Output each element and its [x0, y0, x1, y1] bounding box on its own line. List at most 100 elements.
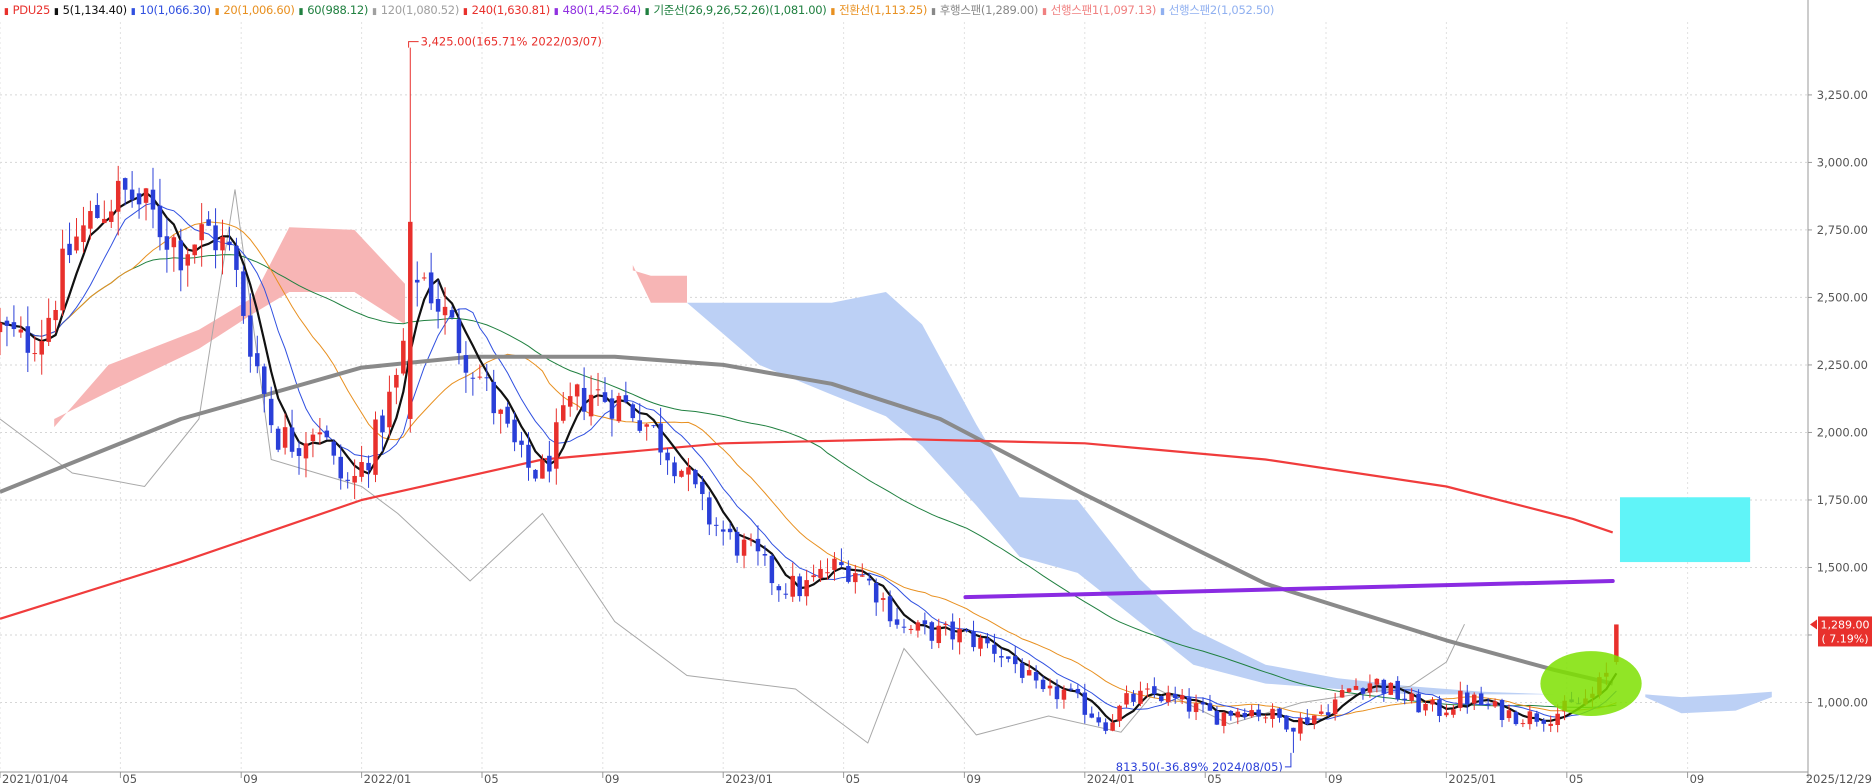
candle-body [1110, 722, 1115, 731]
legend-label: 후행스팬(1,289.00) [939, 3, 1039, 17]
candle-body [1207, 703, 1213, 711]
legend-item: ▮ 480(1,452.64) [554, 3, 641, 17]
candle [755, 525, 761, 566]
candle [303, 432, 309, 478]
candle [359, 445, 364, 482]
candle [115, 165, 121, 236]
candle [1228, 709, 1234, 721]
candle-body [581, 387, 587, 412]
candle [1423, 701, 1428, 716]
candle-body [1242, 712, 1247, 718]
candle [595, 372, 601, 406]
candle [860, 563, 865, 577]
candle-body [693, 469, 698, 485]
candle [505, 402, 510, 428]
candle [268, 386, 274, 433]
candle-body [1416, 693, 1421, 713]
candle-body [665, 452, 670, 461]
candle-body [1033, 671, 1039, 681]
candle-body [672, 462, 677, 477]
candle-body [1047, 685, 1053, 689]
legend-item: ▮ 20(1,006.60) [215, 3, 295, 17]
candle [561, 391, 566, 424]
ma60-line [0, 254, 1617, 708]
candle-body [1548, 723, 1553, 726]
candle-body [241, 271, 246, 316]
legend-item: ▮ 전환선(1,113.25) [830, 3, 927, 17]
candle [901, 618, 907, 634]
candle [442, 287, 448, 335]
candle [1541, 717, 1547, 732]
candle-body [957, 628, 962, 643]
candle [1033, 665, 1039, 689]
candle [95, 193, 100, 219]
candle-body [1291, 727, 1296, 732]
candle-body [887, 596, 893, 622]
candle [992, 633, 997, 663]
candle [1437, 695, 1442, 723]
last-price-tag [1818, 616, 1872, 647]
candle-body [185, 254, 191, 266]
candle-body [122, 178, 128, 190]
candle-body [498, 409, 503, 414]
candle [1402, 690, 1407, 705]
candle [1242, 708, 1247, 720]
candle-body [1145, 688, 1150, 690]
candle [609, 389, 615, 437]
candle [310, 428, 316, 458]
legend-label: 선행스팬2(1,052.50) [1168, 3, 1275, 17]
candle [109, 199, 114, 229]
candle-body [1179, 695, 1185, 700]
candle-body [373, 419, 378, 475]
x-tick-label: 09 [605, 772, 620, 784]
candle [401, 328, 406, 376]
candle-body [484, 377, 490, 379]
candle [762, 545, 768, 566]
candle [220, 219, 225, 275]
candle-body [74, 236, 79, 251]
candle [1026, 660, 1032, 676]
candle [1263, 714, 1268, 724]
candle-body [491, 381, 496, 414]
candle-body [171, 237, 177, 248]
candle [1186, 688, 1192, 719]
candle-body [1499, 699, 1505, 721]
cloud-bullish [632, 265, 687, 303]
candle-body [832, 558, 837, 570]
candle-body [1040, 679, 1046, 690]
candle-body [1485, 703, 1491, 706]
last-price-change: ( 7.19%) [1821, 632, 1868, 645]
candle-body [1402, 698, 1407, 701]
candle-body [268, 398, 274, 426]
candle [540, 454, 545, 479]
candle [199, 203, 204, 267]
candle-body [1138, 690, 1143, 704]
x-tick-label: 05 [484, 772, 499, 784]
candle-body [1284, 715, 1289, 730]
candle-body [588, 394, 594, 417]
candle-body [651, 425, 656, 427]
candle [602, 377, 608, 404]
candle-body [971, 631, 976, 648]
candle [241, 265, 246, 324]
candle [213, 208, 218, 269]
candle-body [352, 475, 357, 483]
candle-body [46, 317, 51, 342]
candle-body [922, 620, 928, 625]
candle-body [129, 189, 135, 200]
legend-label: 선행스팬1(1,097.13) [1050, 3, 1157, 17]
y-tick-label: 2,500.00 [1817, 290, 1868, 304]
candle [1458, 681, 1463, 712]
candle-body [11, 322, 17, 330]
candle-body [1520, 723, 1526, 725]
candle-body [1270, 708, 1275, 719]
candle [1416, 689, 1421, 713]
candle [693, 468, 698, 489]
candle-body [1068, 688, 1074, 690]
candle-body [1103, 722, 1108, 731]
candle-body [1541, 720, 1547, 724]
candle [519, 431, 524, 458]
candle-body [825, 572, 830, 574]
candle [783, 583, 789, 599]
